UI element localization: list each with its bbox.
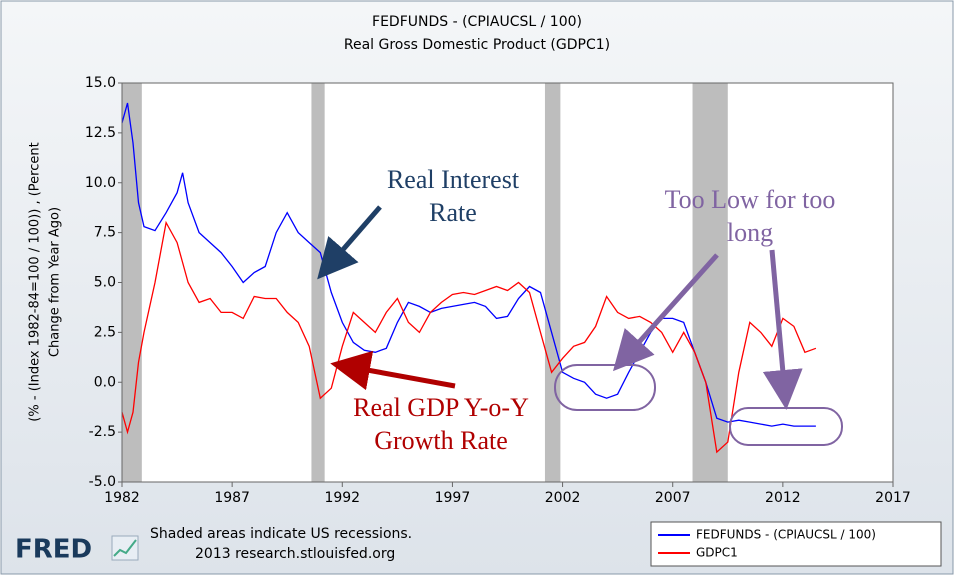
y-tick-label: -5.0	[89, 474, 116, 490]
recession-band	[311, 83, 325, 482]
x-tick-label: 2017	[875, 490, 911, 506]
y-label-line: (% - (Index 1982-84=100 / 100)) , (Perce…	[28, 142, 43, 421]
y-tick-label: -2.5	[89, 424, 116, 440]
y-label-line: Change from Year Ago)	[48, 207, 63, 357]
legend-label: FEDFUNDS - (CPIAUCSL / 100)	[696, 528, 876, 542]
x-tick-label: 2002	[545, 490, 581, 506]
recession-band	[692, 83, 728, 482]
plot-area	[121, 82, 894, 483]
y-tick-label: 7.5	[94, 225, 116, 241]
x-tick-label: 1992	[324, 490, 360, 506]
annotation: Rate	[429, 198, 477, 227]
x-tick-label: 1997	[435, 490, 471, 506]
y-tick-label: 5.0	[94, 275, 116, 291]
arrow	[612, 253, 719, 372]
logo: FRED	[15, 535, 92, 565]
annotation: Too Low for too	[665, 185, 836, 214]
y-tick-label: 0.0	[94, 374, 116, 390]
data-layer	[121, 83, 817, 482]
annotation: Growth Rate	[374, 426, 508, 455]
recession-band	[544, 83, 561, 482]
highlight-ellipse	[729, 407, 843, 446]
x-tick-label: 2012	[765, 490, 801, 506]
x-tick-label: 1982	[104, 490, 140, 506]
logo-icon	[113, 539, 137, 557]
logo-icon	[111, 535, 139, 561]
x-tick-label: 2007	[655, 490, 691, 506]
legend-items: FEDFUNDS - (CPIAUCSL / 100) GDPC1	[658, 528, 876, 560]
legend	[650, 521, 942, 567]
y-axis-title: (% - (Index 1982-84=100 / 100)) , (Perce…	[28, 142, 63, 421]
chart-subtitle: Real Gross Domestic Product (GDPC1)	[344, 37, 610, 53]
y-tick-label: 15.0	[85, 75, 116, 91]
annotation: Real Interest	[387, 165, 520, 194]
arrow	[317, 205, 382, 280]
annotation: Real GDP Y-o-Y	[353, 393, 529, 422]
y-tick-label: 10.0	[85, 175, 116, 191]
footer-note: Shaded areas indicate US recessions.	[150, 526, 412, 542]
chart-title: FEDFUNDS - (CPIAUCSL / 100)	[372, 14, 582, 30]
x-tick-label: 1987	[214, 490, 250, 506]
y-tick-label: 2.5	[94, 324, 116, 340]
y-tick-label: 12.5	[85, 125, 116, 141]
arrow	[762, 249, 803, 410]
legend-label: GDPC1	[696, 546, 738, 560]
annotation: long	[727, 218, 773, 247]
footer-source: 2013 research.stlouisfed.org	[195, 546, 395, 562]
series-line	[121, 220, 817, 454]
arrow	[330, 350, 456, 391]
highlight-ellipse	[554, 364, 656, 411]
